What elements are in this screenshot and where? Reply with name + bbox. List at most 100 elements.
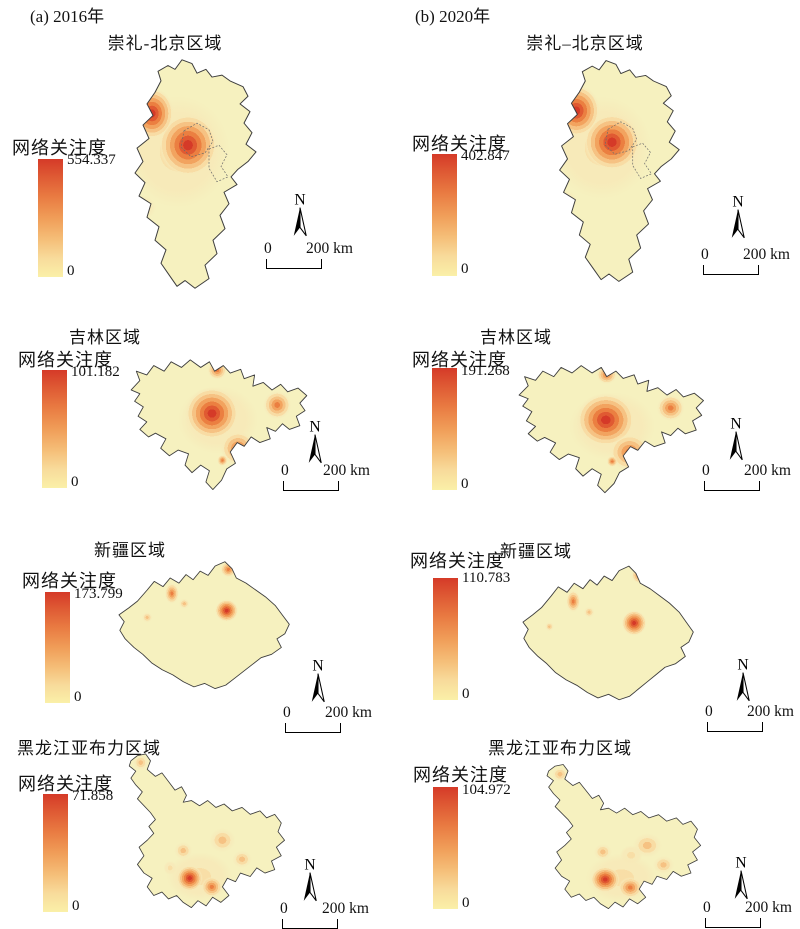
heat-spot: [232, 850, 252, 868]
scale-bar: 0 200 km: [281, 462, 393, 492]
legend-label: 网络关注度: [410, 551, 505, 571]
legend-min-value: 0: [461, 476, 469, 492]
panel-jilin-2020: 吉林区域 网络关注度 191.268 0 N 0 200 km: [400, 300, 800, 520]
heat-spot: [618, 877, 643, 899]
north-arrow-right: [309, 872, 317, 902]
heat-spot: [141, 612, 153, 623]
scale-line: [283, 481, 339, 491]
map-chongli-beijing-2016: [134, 59, 257, 289]
panel-title: 崇礼-北京区域: [107, 34, 223, 53]
legend-colorbar: [433, 787, 458, 909]
north-arrow-right: [317, 673, 325, 703]
legend-min-value: 0: [71, 474, 79, 490]
scale-distance-label: 200 km: [747, 703, 794, 720]
scale-distance-label: 200 km: [744, 462, 791, 479]
map-xinjiang-2020: [522, 565, 694, 701]
heat-spot: [185, 387, 239, 440]
north-label: N: [309, 419, 320, 436]
heat-spot: [621, 610, 647, 636]
north-arrow-left: [303, 872, 310, 901]
north-label: N: [294, 192, 305, 209]
north-arrow-left: [731, 209, 738, 238]
panel-title: 吉林区域: [69, 328, 141, 347]
scale-bar: 0 200 km: [702, 462, 800, 492]
legend-label: 网络关注度: [12, 138, 107, 158]
panel-title: 吉林区域: [480, 328, 552, 347]
panel-xinjiang-2020: 新疆区域 网络关注度 110.783 0 N 0 200 km: [400, 520, 800, 732]
north-arrow-right: [742, 672, 750, 702]
scale-zero: 0: [281, 462, 289, 479]
legend-max-value: 104.972: [462, 782, 511, 798]
legend-label: 网络关注度: [22, 571, 117, 591]
heat-spot: [178, 598, 190, 609]
legend-max-value: 173.799: [74, 586, 123, 602]
legend-max-value: 402.847: [461, 148, 510, 164]
north-arrow-left: [734, 870, 741, 899]
heat-spot: [176, 865, 203, 892]
heat-spot: [263, 390, 292, 420]
scale-distance-label: 200 km: [743, 246, 790, 263]
legend-colorbar: [432, 154, 457, 276]
heat-spot: [163, 860, 177, 875]
heat-spot: [135, 195, 156, 221]
scale-distance-label: 200 km: [745, 899, 792, 916]
north-arrow: N: [731, 194, 745, 239]
legend-min-value: 0: [74, 689, 82, 705]
scale-zero: 0: [702, 462, 710, 479]
north-label: N: [732, 194, 743, 211]
scale-distance-label: 200 km: [306, 240, 353, 257]
north-arrow: N: [293, 192, 307, 237]
scale-zero: 0: [264, 240, 272, 257]
heat-layer: [133, 754, 252, 901]
north-label: N: [730, 416, 741, 433]
panel-heilongjiang-yabuli-2016: 黑龙江亚布力区域 网络关注度 71.858 0 N 0: [0, 730, 400, 929]
panel-title: 新疆区域: [94, 541, 166, 560]
scale-line: [704, 481, 760, 491]
north-arrow-left: [311, 673, 318, 702]
legend-colorbar: [42, 370, 67, 488]
scale-zero: 0: [705, 703, 713, 720]
map-jilin-2020: [518, 365, 704, 494]
north-arrow: N: [736, 657, 750, 702]
north-arrow-left: [308, 434, 315, 463]
scale-bar: 0 200 km: [703, 899, 800, 929]
legend-colorbar: [43, 794, 68, 912]
north-arrow: N: [311, 658, 325, 703]
north-label: N: [304, 857, 315, 874]
panel-title: 黑龙江亚布力区域: [17, 739, 161, 758]
north-arrow: N: [734, 855, 748, 900]
heat-spot: [606, 455, 618, 467]
north-label: N: [737, 657, 748, 674]
scale-line: [703, 265, 759, 275]
legend-colorbar: [433, 578, 458, 700]
panel-title: 崇礼–北京区域: [526, 34, 644, 53]
legend-label: 网络关注度: [18, 350, 113, 370]
heat-spot: [559, 84, 601, 137]
scale-line: [705, 918, 761, 928]
heat-spot: [576, 393, 636, 447]
legend-label: 网络关注度: [412, 350, 507, 370]
heat-spot: [656, 395, 685, 421]
legend-max-value: 110.783: [462, 570, 511, 586]
scale-zero: 0: [280, 900, 288, 917]
legend-max-value: 101.182: [71, 364, 120, 380]
region-fill: [522, 566, 694, 700]
north-label: N: [312, 658, 323, 675]
heat-layer: [178, 360, 292, 467]
region-fill: [118, 561, 290, 689]
north-arrow-left: [293, 207, 300, 236]
heat-spot: [590, 866, 620, 893]
heat-layer: [559, 84, 652, 213]
scale-bar: 0 200 km: [280, 900, 392, 929]
heat-spot: [215, 599, 239, 622]
map-chongli-beijing-2020: [559, 60, 680, 282]
heat-spot: [174, 841, 193, 860]
legend-colorbar: [38, 159, 63, 277]
panel-chongli-beijing-2020: (b) 2020年 崇礼–北京区域 网络关注度 402.847 0 N 0 20…: [400, 0, 800, 300]
map-jilin-2016: [130, 359, 308, 491]
north-label: N: [735, 855, 746, 872]
heat-layer: [551, 766, 674, 903]
scale-distance-label: 200 km: [325, 704, 372, 721]
map-xinjiang-2016: [118, 561, 290, 690]
heat-spot: [209, 828, 236, 853]
